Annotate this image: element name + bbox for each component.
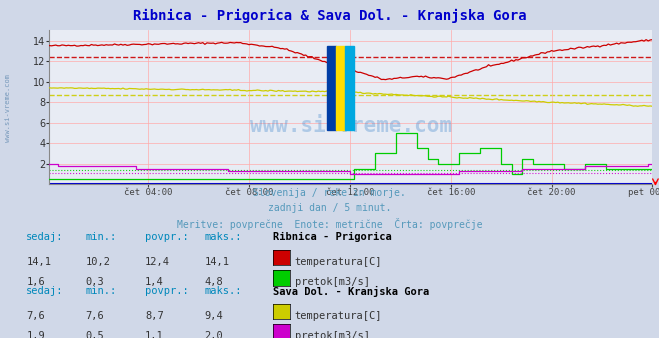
- Text: min.:: min.:: [86, 232, 117, 242]
- Text: Slovenija / reke in morje.: Slovenija / reke in morje.: [253, 188, 406, 198]
- Text: sedaj:: sedaj:: [26, 232, 64, 242]
- Text: 2,0: 2,0: [204, 331, 223, 338]
- Text: 1,1: 1,1: [145, 331, 163, 338]
- Text: 12,4: 12,4: [145, 257, 170, 267]
- Text: maks.:: maks.:: [204, 232, 242, 242]
- Text: 1,4: 1,4: [145, 277, 163, 287]
- Text: 0,5: 0,5: [86, 331, 104, 338]
- Bar: [327, 46, 336, 130]
- Text: 8,7: 8,7: [145, 311, 163, 321]
- Text: sedaj:: sedaj:: [26, 286, 64, 296]
- Text: povpr.:: povpr.:: [145, 286, 188, 296]
- Text: maks.:: maks.:: [204, 286, 242, 296]
- Text: 10,2: 10,2: [86, 257, 111, 267]
- Text: 7,6: 7,6: [86, 311, 104, 321]
- Text: www.si-vreme.com: www.si-vreme.com: [250, 116, 452, 136]
- Text: 14,1: 14,1: [26, 257, 51, 267]
- Text: 14,1: 14,1: [204, 257, 229, 267]
- Text: Sava Dol. - Kranjska Gora: Sava Dol. - Kranjska Gora: [273, 286, 430, 297]
- Text: 4,8: 4,8: [204, 277, 223, 287]
- Bar: [336, 46, 345, 130]
- Text: povpr.:: povpr.:: [145, 232, 188, 242]
- Text: 7,6: 7,6: [26, 311, 45, 321]
- Text: 0,3: 0,3: [86, 277, 104, 287]
- Text: 1,9: 1,9: [26, 331, 45, 338]
- Text: pretok[m3/s]: pretok[m3/s]: [295, 331, 370, 338]
- Bar: [345, 46, 354, 130]
- Text: zadnji dan / 5 minut.: zadnji dan / 5 minut.: [268, 203, 391, 213]
- Text: pretok[m3/s]: pretok[m3/s]: [295, 277, 370, 287]
- Text: 9,4: 9,4: [204, 311, 223, 321]
- Text: min.:: min.:: [86, 286, 117, 296]
- Text: temperatura[C]: temperatura[C]: [295, 311, 382, 321]
- Text: Ribnica - Prigorica: Ribnica - Prigorica: [273, 232, 392, 242]
- Text: Meritve: povprečne  Enote: metrične  Črta: povprečje: Meritve: povprečne Enote: metrične Črta:…: [177, 218, 482, 230]
- Text: Ribnica - Prigorica & Sava Dol. - Kranjska Gora: Ribnica - Prigorica & Sava Dol. - Kranjs…: [132, 8, 527, 23]
- Text: www.si-vreme.com: www.si-vreme.com: [5, 74, 11, 142]
- Text: temperatura[C]: temperatura[C]: [295, 257, 382, 267]
- Text: 1,6: 1,6: [26, 277, 45, 287]
